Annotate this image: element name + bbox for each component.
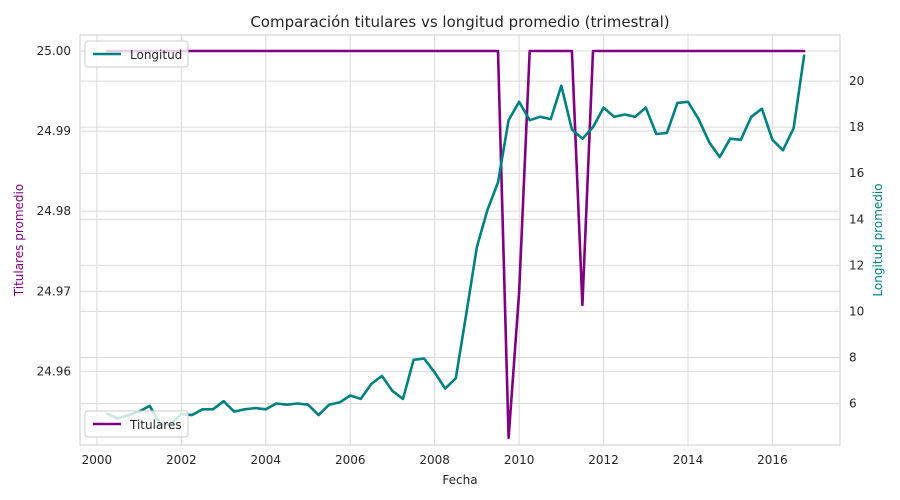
x-tick-labels: 2000 2002 2004 2006 2008 2010 2012 2014 2016 bbox=[82, 453, 788, 467]
right-y-tick-labels: 6 8 10 12 14 16 18 20 bbox=[849, 74, 864, 410]
right-y-tick-label: 12 bbox=[849, 258, 864, 272]
plot-area bbox=[80, 35, 840, 445]
left-y-axis-label: Titulares promedio bbox=[12, 184, 26, 297]
left-y-tick-labels: 24.96 24.97 24.98 24.99 25.00 bbox=[37, 44, 71, 378]
x-tick-label: 2002 bbox=[166, 453, 197, 467]
legend-titulares: Titulares bbox=[85, 411, 188, 437]
right-y-tick-label: 16 bbox=[849, 166, 864, 180]
right-y-tick-label: 20 bbox=[849, 74, 864, 88]
x-tick-label: 2010 bbox=[504, 453, 535, 467]
chart-title: Comparación titulares vs longitud promed… bbox=[250, 13, 669, 31]
x-axis-label: Fecha bbox=[442, 473, 477, 487]
x-tick-label: 2008 bbox=[419, 453, 450, 467]
right-y-tick-label: 18 bbox=[849, 120, 864, 134]
x-tick-label: 2000 bbox=[82, 453, 113, 467]
right-y-tick-label: 10 bbox=[849, 304, 864, 318]
right-y-tick-label: 6 bbox=[849, 397, 857, 411]
x-tick-label: 2004 bbox=[251, 453, 282, 467]
left-y-tick-label: 24.98 bbox=[37, 204, 71, 218]
legend-titulares-label: Titulares bbox=[129, 418, 182, 432]
legend-longitud: Longitud bbox=[85, 41, 188, 67]
left-y-tick-label: 24.99 bbox=[37, 124, 71, 138]
x-tick-label: 2006 bbox=[335, 453, 366, 467]
right-y-tick-label: 14 bbox=[849, 212, 864, 226]
left-y-tick-label: 24.97 bbox=[37, 284, 71, 298]
legend-longitud-label: Longitud bbox=[130, 48, 182, 62]
x-tick-label: 2016 bbox=[757, 453, 788, 467]
left-y-tick-label: 24.96 bbox=[37, 364, 71, 378]
x-tick-label: 2012 bbox=[588, 453, 619, 467]
x-tick-label: 2014 bbox=[673, 453, 704, 467]
right-y-axis-label: Longitud promedio bbox=[871, 183, 885, 296]
left-y-tick-label: 25.00 bbox=[37, 44, 71, 58]
right-y-tick-label: 8 bbox=[849, 350, 857, 364]
